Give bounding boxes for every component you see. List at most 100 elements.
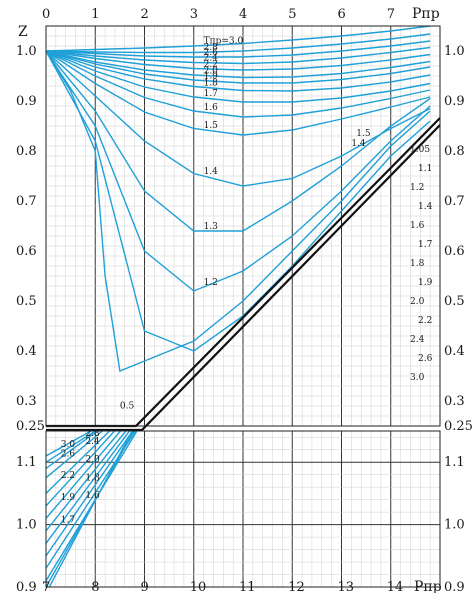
lower-grid xyxy=(45,431,441,588)
curve-1-4 xyxy=(46,431,138,582)
curve-2-4 xyxy=(46,46,431,65)
y-tick-left-lower: 0.9 xyxy=(16,580,37,593)
curve-1-5 xyxy=(46,431,137,569)
y-tick-left: 0.3 xyxy=(16,394,37,409)
y-axis-label: Z xyxy=(18,24,28,40)
bottom-x-tick: 9 xyxy=(141,580,149,593)
right-curve-label: 1.8 xyxy=(410,259,425,269)
y-tick-right-lower: 1.0 xyxy=(444,518,465,533)
curve-2-2 xyxy=(46,50,431,71)
y-tick-left: 1.0 xyxy=(16,44,37,59)
top-x-axis-label: Pпр xyxy=(412,6,440,22)
right-curve-label: 1.2 xyxy=(410,183,424,193)
top-x-tick: 3 xyxy=(190,7,198,22)
curve-label: Тпр=3.0 xyxy=(204,37,244,47)
curve-label: 1.9 xyxy=(204,72,219,82)
y-tick-right-lower: 1.1 xyxy=(444,455,465,470)
y-tick-right: 0.9 xyxy=(444,94,465,109)
curve-1-8 xyxy=(46,431,127,532)
curve-T---3-0 xyxy=(46,26,431,52)
right-curve-label: 1.1 xyxy=(418,164,432,174)
upper-frame xyxy=(45,25,441,427)
y-tick-left: 0.6 xyxy=(16,244,37,259)
curve-1-7 xyxy=(46,50,431,103)
lower-curve-label: 1.7 xyxy=(61,515,76,525)
y-tick-left: 0.5 xyxy=(16,294,37,309)
bottom-x-axis: 7 8 9 10 11 12 13 14 xyxy=(42,580,403,593)
bottom-x-tick: 7 xyxy=(42,580,50,593)
curve-labels: Тпр=3.02.82.62.42.22.01.91.81.71.61.51.4… xyxy=(61,37,433,526)
curve-label: 2.8 xyxy=(204,43,219,53)
lower-curve-label: 1.6 xyxy=(85,491,100,501)
y-tick-right: 0.6 xyxy=(444,244,465,259)
top-x-tick: 2 xyxy=(141,7,149,22)
curve-1-4 xyxy=(46,50,431,187)
y-tick-right: 0.8 xyxy=(444,144,465,159)
lower-curve-label: 2.6 xyxy=(61,450,76,460)
right-curve-label: 1.05 xyxy=(410,145,430,155)
upper-grid xyxy=(45,25,441,427)
curve-2-6 xyxy=(46,40,431,58)
top-x-tick: 1 xyxy=(91,7,99,22)
y-tick-left: 0.8 xyxy=(16,144,37,159)
bottom-x-tick: 10 xyxy=(190,580,207,593)
curve-1-6 xyxy=(46,50,431,118)
curve-label: 1.7 xyxy=(204,89,219,99)
bottom-x-tick: 12 xyxy=(288,580,305,593)
curve-1-6 xyxy=(46,431,134,557)
top-x-tick: 5 xyxy=(288,7,296,22)
curve-label: 2.2 xyxy=(204,60,218,70)
y-axis-ticks: 1.0 0.9 0.8 0.7 0.6 0.5 0.4 0.3 0.25 1.0 0.9 0.8 0.7… xyxy=(16,44,472,593)
curve-1-05 xyxy=(46,50,431,372)
curve-1-5 xyxy=(46,50,431,136)
curve-2-0 xyxy=(46,50,431,79)
y-tick-left: 0.7 xyxy=(16,194,37,209)
right-curve-label: 1.6 xyxy=(410,221,425,231)
curve-1-1 xyxy=(46,50,431,352)
curve-2-8 xyxy=(46,33,431,54)
right-curve-label: 2.0 xyxy=(410,297,425,307)
y-tick-right: 0.4 xyxy=(444,344,465,359)
lower-curve-label: 2.4 xyxy=(85,437,100,447)
upper-curves xyxy=(46,26,431,372)
y-tick-left: 0.4 xyxy=(16,344,37,359)
top-x-tick: 7 xyxy=(387,7,395,22)
lower-curve-label: 3.0 xyxy=(61,440,76,450)
curve-1-9 xyxy=(46,431,122,519)
top-x-tick: 0 xyxy=(42,7,50,22)
curve-label: 2.4 xyxy=(204,54,219,64)
curve-label: 2.6 xyxy=(204,48,219,58)
curve-label: 1.4 xyxy=(204,167,219,177)
right-curve-label: 1.9 xyxy=(418,278,433,288)
right-curve-label: 1.4 xyxy=(418,202,433,212)
right-curve-label: 2.2 xyxy=(418,316,432,326)
right-curve-label: 2.4 xyxy=(410,335,425,345)
bottom-x-axis-label: Pпр xyxy=(414,579,442,593)
y-tick-left: 0.25 xyxy=(16,419,45,434)
y-tick-left-lower: 1.0 xyxy=(16,518,37,533)
lower-curve-label: 2.8 xyxy=(85,429,100,439)
lower-curve-label: 1.8 xyxy=(85,474,100,484)
bottom-x-tick: 8 xyxy=(91,580,99,593)
lower-curve-label: 2.2 xyxy=(61,471,75,481)
y-tick-right: 0.25 xyxy=(444,419,472,434)
right-curve-label: 2.6 xyxy=(418,354,433,364)
curve-1-2 xyxy=(46,50,431,292)
lower-curve-label: 2.0 xyxy=(85,455,100,465)
bottom-x-tick: 11 xyxy=(239,580,256,593)
y-tick-right: 0.3 xyxy=(444,394,465,409)
top-x-tick: 6 xyxy=(338,7,346,22)
top-x-axis: 0 1 2 3 4 5 6 7 xyxy=(42,7,395,22)
curve-1-2 xyxy=(48,431,133,587)
right-curve-label: 3.0 xyxy=(410,373,425,383)
bottom-x-tick: 13 xyxy=(338,580,355,593)
panel-separator xyxy=(46,124,441,432)
top-x-tick: 4 xyxy=(239,7,247,22)
bottom-x-tick: 14 xyxy=(387,580,404,593)
curve-label: 2.0 xyxy=(204,67,219,77)
curve-annotation: 1.4 xyxy=(351,139,366,149)
y-tick-right-lower: 0.9 xyxy=(444,580,465,593)
curve-label: 1.5 xyxy=(204,121,219,131)
lower-curve-label: 1.9 xyxy=(61,493,76,503)
